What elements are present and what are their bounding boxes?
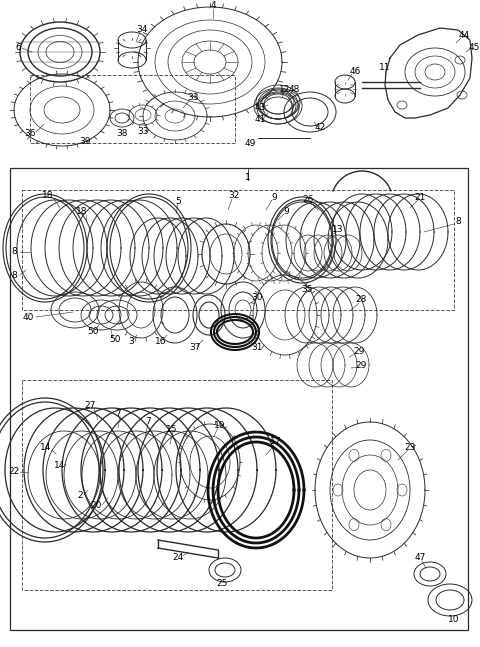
Text: 42: 42 xyxy=(314,124,325,133)
Text: 50: 50 xyxy=(109,336,121,344)
Text: 48: 48 xyxy=(288,85,300,94)
Text: 29: 29 xyxy=(355,360,367,369)
Text: 35: 35 xyxy=(301,285,313,294)
Text: 41: 41 xyxy=(254,116,266,124)
Text: 44: 44 xyxy=(458,32,469,41)
Text: 17: 17 xyxy=(270,437,282,446)
Text: 8: 8 xyxy=(455,217,461,226)
Text: 50: 50 xyxy=(87,327,99,336)
Text: 38: 38 xyxy=(116,129,128,138)
Text: 18: 18 xyxy=(76,208,88,217)
Text: 15: 15 xyxy=(166,426,178,435)
Text: 2: 2 xyxy=(77,492,83,501)
Text: 21: 21 xyxy=(414,193,426,203)
Text: 10: 10 xyxy=(448,615,460,624)
Bar xyxy=(22,380,332,590)
Text: 49: 49 xyxy=(244,138,256,148)
Text: 4: 4 xyxy=(210,1,216,10)
Text: 27: 27 xyxy=(84,402,96,410)
Text: 13: 13 xyxy=(332,226,344,234)
Text: 7: 7 xyxy=(115,410,121,419)
Text: 3: 3 xyxy=(128,338,134,347)
Text: 20: 20 xyxy=(90,501,102,510)
Text: 19: 19 xyxy=(214,421,226,430)
Text: 31: 31 xyxy=(251,344,263,353)
Text: 29: 29 xyxy=(353,347,365,355)
Text: 7: 7 xyxy=(145,417,151,426)
Text: 6: 6 xyxy=(15,43,21,52)
Text: 46: 46 xyxy=(349,67,360,76)
Text: 5: 5 xyxy=(175,197,181,206)
Text: 33: 33 xyxy=(187,94,199,102)
Text: 9: 9 xyxy=(283,208,289,217)
Bar xyxy=(10,168,468,630)
Text: 22: 22 xyxy=(8,468,20,476)
Text: 34: 34 xyxy=(136,25,148,34)
Text: 30: 30 xyxy=(251,294,263,303)
Text: 14: 14 xyxy=(54,461,66,470)
Text: 18: 18 xyxy=(42,192,54,201)
Text: 12: 12 xyxy=(279,85,291,94)
Text: 14: 14 xyxy=(40,443,52,452)
Text: 25: 25 xyxy=(216,580,228,589)
Text: 8: 8 xyxy=(11,270,17,280)
Bar xyxy=(22,190,454,310)
Text: 16: 16 xyxy=(155,338,167,347)
Text: 37: 37 xyxy=(189,344,201,353)
Text: 47: 47 xyxy=(414,553,426,562)
Bar xyxy=(30,75,235,143)
Text: 11: 11 xyxy=(379,63,391,72)
Text: 40: 40 xyxy=(22,314,34,322)
Text: 23: 23 xyxy=(404,443,416,452)
Text: 32: 32 xyxy=(228,192,240,201)
Text: 28: 28 xyxy=(355,296,367,305)
Text: 1: 1 xyxy=(245,173,251,182)
Text: 45: 45 xyxy=(468,43,480,52)
Text: 43: 43 xyxy=(254,104,266,113)
Text: 24: 24 xyxy=(172,553,184,562)
Text: 39: 39 xyxy=(79,138,91,146)
Text: 33: 33 xyxy=(137,127,149,137)
Text: 36: 36 xyxy=(24,129,36,138)
Text: 9: 9 xyxy=(271,193,277,203)
Text: 8: 8 xyxy=(11,248,17,256)
Text: 26: 26 xyxy=(302,195,314,204)
